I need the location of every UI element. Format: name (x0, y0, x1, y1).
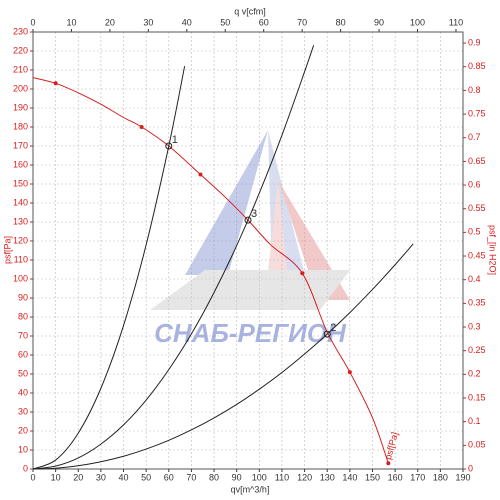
curve-marker (53, 81, 58, 86)
y2-tick-label: 0.8 (468, 85, 481, 95)
y2-tick-label: 0.6 (468, 179, 481, 189)
x-tick-label: 180 (433, 472, 448, 482)
x-tick-label: 150 (365, 472, 380, 482)
operating-point-label: 2 (330, 322, 336, 334)
operating-point-label: 3 (251, 208, 257, 220)
y2-tick-label: 0.4 (468, 274, 481, 284)
y2-tick-label: 0.2 (468, 369, 481, 379)
x-tick-label: 40 (119, 472, 129, 482)
x2-tick-label: 100 (410, 17, 425, 27)
curve (32, 45, 315, 470)
x-tick-label: 140 (342, 472, 357, 482)
y2-tick-label: 0.1 (468, 416, 481, 426)
x-tick-label: 130 (320, 472, 335, 482)
curve-marker (139, 125, 144, 129)
x-tick-label: 120 (297, 472, 312, 482)
curve-marker (347, 370, 352, 375)
y2-tick-label: 0.25 (468, 345, 486, 355)
x-tick-label: 60 (164, 472, 174, 482)
operating-point (165, 142, 173, 150)
x2-axis-label: q v[cfm] (234, 6, 266, 16)
x2-tick-label: 20 (105, 17, 115, 27)
y-tick-label: 40 (18, 387, 28, 397)
y-tick-label: 170 (13, 140, 28, 150)
watermark-text: СНАБ-РЕГИОН (154, 318, 347, 348)
plot-frame (32, 31, 464, 470)
y2-tick-label: 0.5 (468, 227, 481, 237)
operating-point (244, 216, 252, 224)
y2-tick-label: 0.15 (468, 392, 486, 402)
x-tick-label: 90 (232, 472, 242, 482)
y2-tick-label: 0.55 (468, 203, 486, 213)
y2-tick-label: 0 (468, 463, 473, 473)
y-tick-label: 90 (18, 292, 28, 302)
x-tick-label: 30 (96, 472, 106, 482)
y-tick-label: 100 (13, 273, 28, 283)
y-axis-label: psf[Pa] (2, 236, 12, 264)
x2-tick-label: 90 (374, 17, 384, 27)
x2-tick-label: 70 (297, 17, 307, 27)
y-tick-label: 50 (18, 368, 28, 378)
x2-tick-label: 0 (30, 17, 35, 27)
curve-marker (300, 271, 305, 276)
y-tick-label: 30 (18, 406, 28, 416)
watermark-logo (150, 130, 350, 310)
x-tick-label: 20 (73, 472, 83, 482)
curve-marker (386, 461, 391, 466)
x-tick-label: 70 (186, 472, 196, 482)
y-tick-label: 10 (18, 444, 28, 454)
x-tick-label: 190 (455, 472, 470, 482)
y2-tick-label: 0.35 (468, 298, 486, 308)
x2-tick-label: 60 (259, 17, 269, 27)
x-tick-label: 100 (252, 472, 267, 482)
y2-tick-label: 0.65 (468, 156, 486, 166)
y2-tick-label: 0.7 (468, 132, 481, 142)
y-tick-label: 70 (18, 330, 28, 340)
y-tick-label: 110 (14, 254, 28, 264)
curve (32, 77, 389, 464)
x-tick-label: 110 (275, 472, 289, 482)
y-tick-label: 180 (13, 121, 28, 131)
x2-tick-label: 110 (449, 17, 463, 27)
y-tick-label: 230 (13, 26, 28, 36)
x2-tick-label: 80 (336, 17, 346, 27)
y-tick-label: 220 (13, 45, 28, 55)
y2-tick-label: 0.3 (468, 321, 481, 331)
curve (32, 243, 414, 470)
x2-tick-label: 50 (220, 17, 230, 27)
y2-axis-label: psf_[in H2O] (488, 225, 498, 275)
y2-tick-label: 0.85 (468, 61, 486, 71)
x-tick-label: 80 (209, 472, 219, 482)
y-tick-label: 150 (13, 178, 28, 188)
x2-tick-label: 10 (66, 17, 76, 27)
y2-tick-label: 0.05 (468, 440, 486, 450)
x-tick-label: 50 (141, 472, 151, 482)
x-axis-label: qv[m^3/h] (231, 484, 270, 494)
y-tick-label: 120 (13, 235, 28, 245)
y-tick-label: 140 (13, 197, 28, 207)
x-tick-label: 10 (51, 472, 61, 482)
y-tick-label: 20 (18, 425, 28, 435)
y-tick-label: 60 (18, 349, 28, 359)
y2-tick-label: 0.45 (468, 250, 486, 260)
y-tick-label: 210 (13, 64, 28, 74)
x2-tick-label: 40 (182, 17, 192, 27)
y-tick-label: 190 (13, 102, 28, 112)
x-tick-label: 0 (30, 472, 35, 482)
y-tick-label: 80 (18, 311, 28, 321)
curve (32, 66, 186, 470)
y-tick-label: 130 (13, 216, 28, 226)
y-tick-label: 160 (13, 159, 28, 169)
y-tick-label: 200 (13, 83, 28, 93)
x-tick-label: 160 (388, 472, 403, 482)
y2-tick-label: 0.9 (468, 37, 481, 47)
x-tick-label: 170 (410, 472, 425, 482)
y2-tick-label: 0.75 (468, 108, 486, 118)
operating-point (323, 330, 331, 338)
x2-tick-label: 30 (143, 17, 153, 27)
curve-marker (198, 172, 203, 177)
operating-point-label: 1 (172, 134, 178, 146)
y-tick-label: 0 (23, 463, 28, 473)
